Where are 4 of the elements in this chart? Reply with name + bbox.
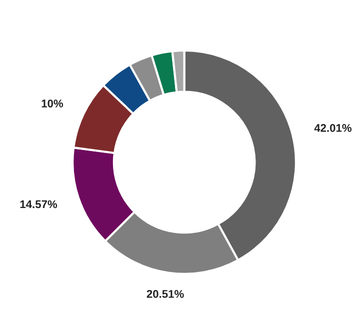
data-label: 42.01% bbox=[314, 124, 352, 132]
data-label: 14.57% bbox=[20, 200, 58, 208]
data-label: 20.51% bbox=[146, 290, 184, 298]
data-label: 10% bbox=[42, 100, 64, 108]
